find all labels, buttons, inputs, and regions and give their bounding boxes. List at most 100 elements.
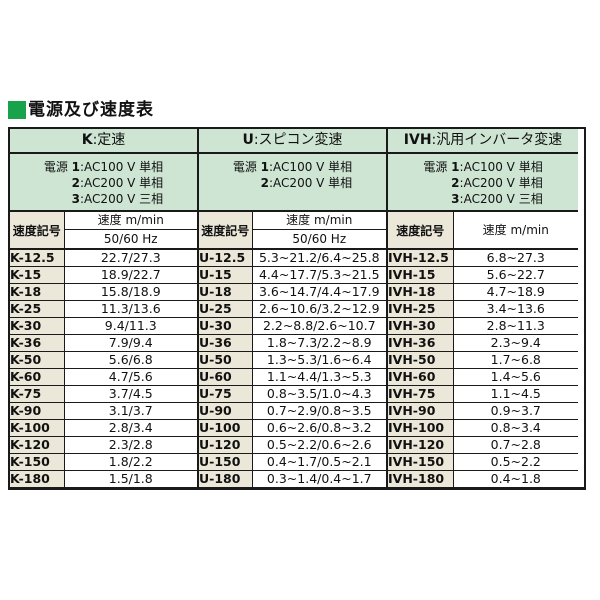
table-row: IVH-25 3.4~13.6 [387,300,579,318]
speed-value-cell: 2.2~8.8/2.6~10.7 [252,317,387,335]
table-row: IVH-150 0.5~2.2 [387,453,579,471]
power-option-number: 1 [451,160,460,174]
speed-value-cell: 2.3~9.4 [453,334,579,352]
speed-unit-label: 速度 m/min [482,223,549,237]
speed-symbol-cell: IVH-75 [387,385,454,403]
power-options: 電源 1:AC100 V 単相電源 2:AC200 V 単相電源 3:AC200… [44,159,163,207]
speed-unit-label: 速度 m/min [252,212,387,230]
table-row: IVH-90 0.9~3.7 [387,402,579,420]
table-row: K-60 4.7/5.6 [10,368,198,386]
power-option-desc: :AC200 V 単相 [80,176,164,190]
speed-value-cell: 5.6/6.8 [64,351,198,369]
speed-value-cell: 1.3~5.3/1.6~6.4 [252,351,387,369]
table-row: K-30 9.4/11.3 [10,317,198,335]
section-heading: IVH:汎用インバータ変速 [387,129,579,154]
table-row: IVH-180 0.4~1.8 [387,470,579,487]
speed-symbol-cell: IVH-25 [387,300,454,318]
speed-symbol-cell: K-30 [10,317,65,335]
power-options: 電源 1:AC100 V 単相電源 2:AC200 V 単相電源 3:AC200… [423,159,542,207]
speed-value-cell: 4.4~17.7/5.3~21.5 [252,266,387,284]
table-row: U-60 1.1~4.4/1.3~5.3 [198,368,387,386]
speed-value-cell: 7.9/9.4 [64,334,198,352]
speed-value-cell: 0.4~1.8 [453,470,579,487]
speed-symbol-cell: IVH-150 [387,453,454,471]
speed-symbol-cell: U-12.5 [198,249,253,267]
speed-symbol-cell: IVH-120 [387,436,454,454]
speed-value-cell: 4.7~18.9 [453,283,579,301]
power-supply-row: 電源 1:AC100 V 単相電源 2:AC200 V 単相電源 3:AC200… [387,153,579,212]
speed-value-cell: 1.8~7.3/2.2~8.9 [252,334,387,352]
power-option-desc: :AC200 V 三相 [459,192,543,206]
speed-symbol-cell: U-180 [198,470,253,487]
speed-symbol-cell: K-25 [10,300,65,318]
section-code: K [81,132,93,148]
power-option-line: 電源 3:AC200 V 三相 [44,191,164,207]
table-row: U-15 4.4~17.7/5.3~21.5 [198,266,387,284]
table-row: U-75 0.8~3.5/1.0~4.3 [198,385,387,403]
speed-symbol-cell: K-60 [10,368,65,386]
power-option-number: 2 [260,176,270,190]
table-row: U-25 2.6~10.6/3.2~12.9 [198,300,387,318]
table-row: IVH-75 1.1~4.5 [387,385,579,403]
power-supply-row: 電源 1:AC100 V 単相電源 2:AC200 V 単相 [198,153,387,212]
speed-value-cell: 5.3~21.2/6.4~25.8 [252,249,387,267]
speed-value-header: 速度 m/min 50/60 Hz [64,211,198,250]
power-option-line: 電源 1:AC100 V 単相 [423,159,542,175]
table-row: IVH-18 4.7~18.9 [387,283,579,301]
power-label: 電源 [232,160,261,174]
power-options: 電源 1:AC100 V 単相電源 2:AC200 V 単相 [233,159,352,191]
speed-symbol-cell: U-50 [198,351,253,369]
power-option-line: 電源 1:AC100 V 単相 [233,159,352,175]
speed-value-cell: 0.5~2.2/0.6~2.6 [252,436,387,454]
speed-symbol-cell: IVH-50 [387,351,454,369]
speed-value-header: 速度 m/min [453,211,579,250]
speed-value-cell: 11.3/13.6 [64,300,198,318]
speed-value-cell: 1.1~4.4/1.3~5.3 [252,368,387,386]
power-option-line: 電源 2:AC200 V 単相 [44,175,164,191]
table-row: IVH-100 0.8~3.4 [387,419,579,437]
power-option-desc: :AC100 V 単相 [459,160,543,174]
speed-value-cell: 3.6~14.7/4.4~17.9 [252,283,387,301]
table-row: K-36 7.9/9.4 [10,334,198,352]
table-row: K-50 5.6/6.8 [10,351,198,369]
speed-symbol-cell: U-150 [198,453,253,471]
table-row: K-150 1.8/2.2 [10,453,198,471]
speed-symbol-cell: U-15 [198,266,253,284]
speed-value-cell: 1.4~5.6 [453,368,579,386]
frequency-label: 50/60 Hz [103,232,158,246]
power-option-line: 電源 2:AC200 V 単相 [423,175,543,191]
speed-symbol-header: 速度記号 [198,211,253,250]
section-code: U [242,132,254,148]
power-option-desc: :AC200 V 単相 [269,176,353,190]
table-row: IVH-15 5.6~22.7 [387,266,579,284]
speed-symbol-cell: IVH-12.5 [387,249,454,267]
speed-symbol-cell: U-75 [198,385,253,403]
speed-value-cell: 6.8~27.3 [453,249,579,267]
table-row: K-15 18.9/22.7 [10,266,198,284]
power-option-line: 電源 3:AC200 V 三相 [423,191,543,207]
speed-symbol-cell: U-120 [198,436,253,454]
power-option-number: 2 [71,176,81,190]
speed-value-cell: 1.8/2.2 [64,453,198,471]
table-row: IVH-50 1.7~6.8 [387,351,579,369]
speed-symbol-cell: K-100 [10,419,65,437]
table-row: IVH-120 0.7~2.8 [387,436,579,454]
speed-value-cell: 2.8~11.3 [453,317,579,335]
speed-symbol-header: 速度記号 [387,211,454,250]
speed-value-cell: 0.8~3.5/1.0~4.3 [252,385,387,403]
power-option-number: 1 [71,160,81,174]
speed-value-cell: 1.1~4.5 [453,385,579,403]
speed-value-cell: 0.7~2.9/0.8~3.5 [252,402,387,420]
speed-symbol-cell: U-100 [198,419,253,437]
speed-symbol-cell: IVH-36 [387,334,454,352]
speed-symbol-cell: IVH-90 [387,402,454,420]
table-row: K-90 3.1/3.7 [10,402,198,420]
section-code: IVH [403,132,432,148]
column-header-row: 速度記号 速度 m/min 50/60 Hz [10,211,198,250]
speed-value-cell: 0.4~1.7/0.5~2.1 [252,453,387,471]
speed-value-cell: 0.6~2.6/0.8~3.2 [252,419,387,437]
table-row: U-30 2.2~8.8/2.6~10.7 [198,317,387,335]
